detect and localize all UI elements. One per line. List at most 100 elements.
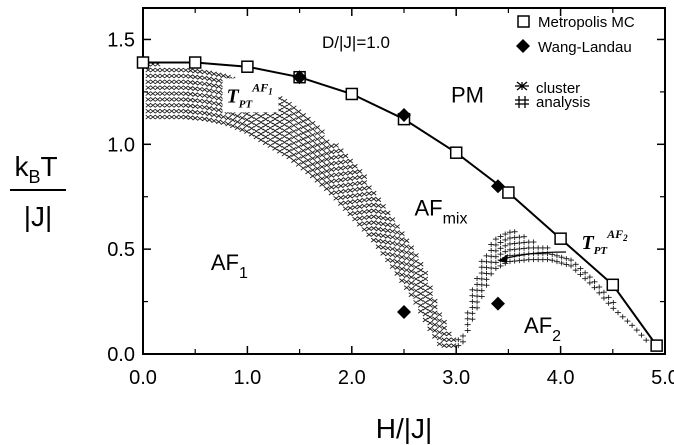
wang-landau-point: [490, 296, 505, 311]
cluster-mark-stroke: [375, 203, 382, 208]
cluster-mark: [314, 142, 321, 148]
cluster-mark-stroke: [394, 253, 400, 259]
cluster-mark: [408, 251, 415, 257]
cluster-mark-stroke: [145, 73, 152, 79]
cluster-mark-stroke: [385, 251, 391, 257]
cluster-mark: [159, 102, 166, 108]
cluster-mark-stroke: [305, 140, 311, 145]
cluster-mark: [323, 157, 330, 162]
cluster-mark: [164, 108, 170, 114]
cluster-mark-stroke: [399, 266, 405, 272]
cluster-mark-stroke: [192, 74, 198, 80]
cluster-mark: [262, 122, 269, 128]
cluster-mark-stroke: [323, 145, 330, 151]
cluster-mark-stroke: [380, 215, 386, 221]
cluster-mark-stroke: [422, 270, 429, 276]
cluster-mark: [413, 288, 419, 294]
cluster-mark-stroke: [370, 196, 377, 202]
cluster-mark: [361, 203, 368, 209]
cluster-mark: [380, 250, 386, 256]
cluster-mark-stroke: [422, 288, 429, 294]
cluster-mark-stroke: [380, 221, 386, 227]
cluster-mark-stroke: [276, 143, 283, 148]
cluster-mark-stroke: [187, 80, 194, 85]
cluster-mark-stroke: [361, 215, 368, 221]
cluster-mark: [394, 224, 400, 229]
cluster-mark: [305, 169, 311, 175]
cluster-mark: [197, 80, 203, 86]
y-axis-label-top: kBT: [14, 151, 57, 187]
cluster-mark: [295, 138, 302, 144]
cluster-mark-stroke: [427, 314, 433, 320]
cluster-mark: [300, 142, 307, 148]
cluster-mark: [187, 97, 194, 103]
cluster-mark-stroke: [164, 73, 170, 79]
cluster-mark-stroke: [323, 174, 330, 180]
cluster-mark-stroke: [173, 102, 180, 108]
cluster-mark-stroke: [183, 114, 189, 120]
cluster-mark-stroke: [352, 199, 358, 204]
metropolis-point: [188, 56, 202, 69]
cluster-mark-stroke: [389, 228, 396, 234]
cluster-mark: [502, 231, 509, 237]
cluster-mark-stroke: [356, 169, 363, 174]
cluster-mark-stroke: [248, 120, 255, 125]
cluster-mark: [286, 119, 292, 125]
cluster-mark-stroke: [328, 143, 335, 149]
cluster-mark-stroke: [408, 263, 415, 268]
cluster-mark: [291, 128, 297, 134]
cluster-mark-stroke: [272, 134, 278, 140]
cluster-mark-stroke: [192, 68, 198, 74]
cluster-mark-stroke: [361, 185, 368, 191]
cluster-mark: [413, 264, 419, 270]
cluster-mark: [338, 165, 344, 171]
cluster-mark-stroke: [281, 145, 288, 151]
cluster-mark: [281, 128, 288, 133]
cluster-mark-stroke: [276, 131, 283, 136]
cluster-mark: [516, 246, 523, 252]
cluster-mark-stroke: [389, 240, 396, 246]
cluster-mark: [375, 220, 382, 226]
cluster-mark-stroke: [300, 159, 307, 165]
cluster-mark: [220, 114, 227, 120]
metropolis-point: [606, 278, 620, 292]
cluster-mark: [399, 237, 405, 242]
cluster-mark-stroke: [342, 171, 349, 176]
cluster-mark-stroke: [370, 231, 377, 237]
cluster-mark-stroke: [314, 125, 321, 130]
cluster-mark-stroke: [450, 343, 457, 348]
cluster-mark-stroke: [183, 73, 189, 79]
cluster-mark: [502, 237, 509, 243]
cluster-mark: [206, 70, 213, 76]
cluster-mark: [492, 236, 499, 242]
cluster-mark: [385, 228, 391, 233]
cluster-mark: [281, 151, 288, 157]
cluster-mark-stroke: [215, 90, 222, 95]
cluster-mark-stroke: [408, 292, 415, 298]
cluster-mark: [248, 120, 255, 125]
cluster-mark: [291, 123, 297, 128]
cluster-mark-stroke: [403, 267, 410, 273]
cluster-mark: [356, 216, 363, 221]
transition-annotations: TPTAF1 TPTAF2: [222, 78, 628, 257]
cluster-mark-stroke: [328, 179, 335, 184]
cluster-mark-stroke: [201, 99, 208, 104]
region-label: AF2: [524, 313, 561, 345]
cluster-mark-stroke: [211, 77, 217, 83]
cluster-mark-stroke: [417, 308, 424, 314]
cluster-mark-stroke: [206, 111, 213, 117]
cluster-mark-stroke: [417, 285, 424, 291]
cluster-mark: [168, 108, 175, 114]
cluster-mark-stroke: [399, 248, 405, 254]
cluster-mark: [446, 331, 452, 337]
cluster-mark: [309, 161, 316, 167]
cluster-mark-stroke: [328, 149, 335, 155]
cluster-mark: [385, 257, 391, 263]
cluster-mark: [305, 146, 311, 151]
cluster-mark-stroke: [211, 94, 217, 100]
x-axis-title: H/|J|: [376, 413, 433, 444]
cluster-mark: [145, 73, 152, 79]
cluster-mark-stroke: [281, 151, 288, 157]
cluster-mark-stroke: [441, 319, 447, 325]
cluster-mark-stroke: [361, 180, 368, 185]
